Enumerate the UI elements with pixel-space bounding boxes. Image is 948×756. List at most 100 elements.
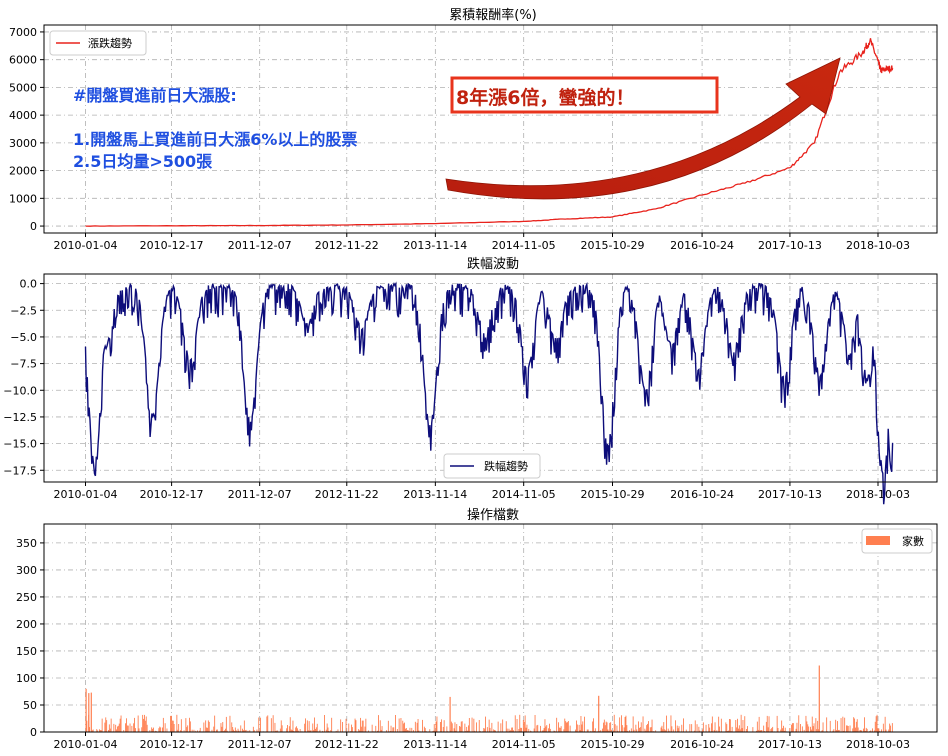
- bar: [838, 729, 840, 732]
- bar: [545, 726, 547, 732]
- bar: [134, 717, 135, 732]
- bar: [586, 729, 588, 732]
- bar: [100, 730, 102, 732]
- bar: [877, 728, 879, 732]
- bar: [756, 721, 758, 732]
- bar: [365, 718, 367, 732]
- bar: [267, 715, 269, 732]
- bar: [540, 725, 541, 732]
- bar: [224, 730, 225, 732]
- bar: [392, 727, 394, 732]
- bar: [205, 720, 207, 732]
- bar: [582, 721, 584, 732]
- y-tick-label: 0: [30, 220, 37, 233]
- bar: [471, 717, 473, 732]
- bar: [564, 718, 566, 732]
- bar: [213, 726, 215, 732]
- bar: [729, 719, 731, 732]
- bar: [296, 726, 297, 732]
- bar: [327, 727, 329, 732]
- y-tick-label: 250: [16, 591, 37, 604]
- bar: [644, 728, 646, 732]
- bar: [511, 727, 513, 732]
- bar: [245, 729, 247, 732]
- bar: [738, 728, 739, 732]
- bar: [183, 730, 185, 732]
- bar: [623, 727, 625, 732]
- bar: [450, 721, 452, 732]
- bar: [206, 727, 207, 732]
- bar: [759, 730, 761, 732]
- bar: [873, 730, 875, 732]
- bar: [533, 728, 535, 732]
- bar: [549, 723, 550, 732]
- bar: [180, 719, 182, 732]
- annotation-rule-2: 2.5日均量>500張: [73, 152, 213, 171]
- x-tick-label: 2017-10-13: [758, 738, 822, 751]
- bar: [821, 730, 823, 732]
- bar: [288, 726, 290, 732]
- plot-frame-1: [43, 24, 938, 234]
- bar: [716, 730, 718, 732]
- bar: [605, 721, 607, 732]
- bar: [312, 723, 314, 732]
- bar: [579, 730, 581, 732]
- bar: [683, 718, 684, 732]
- bar: [89, 727, 90, 732]
- bar: [720, 718, 722, 732]
- bar: [395, 715, 396, 732]
- bar: [279, 728, 281, 732]
- bar: [666, 715, 667, 732]
- bar: [180, 730, 181, 732]
- bar: [434, 730, 436, 732]
- bar: [752, 727, 754, 732]
- bar: [441, 719, 442, 732]
- bar: [340, 719, 342, 732]
- bar: [604, 725, 606, 732]
- bar: [260, 717, 261, 732]
- y-tick-label: 5000: [9, 81, 37, 94]
- bar: [195, 730, 197, 732]
- bar: [104, 722, 106, 732]
- x-tick-label: 2010-12-17: [140, 239, 204, 252]
- bar: [725, 722, 727, 732]
- bar: [240, 725, 242, 732]
- bar: [729, 719, 730, 732]
- bar: [875, 716, 877, 732]
- bar: [234, 727, 236, 732]
- bar: [308, 721, 310, 732]
- bar: [398, 718, 400, 732]
- bar: [842, 716, 844, 732]
- bar: [116, 729, 117, 732]
- bar: [844, 717, 846, 732]
- bar: [817, 720, 819, 732]
- bar: [86, 720, 88, 732]
- bar: [208, 721, 210, 732]
- bar: [693, 730, 695, 732]
- bar: [741, 728, 743, 732]
- x-tick-label: 2018-10-03: [846, 738, 910, 751]
- x-tick-label: 2011-12-07: [228, 239, 292, 252]
- bar: [468, 725, 469, 732]
- x-tick-label: 2010-12-17: [140, 738, 204, 751]
- bar: [694, 720, 696, 732]
- bar: [689, 724, 691, 732]
- y-tick-label: 0: [30, 726, 37, 739]
- bar: [639, 727, 641, 732]
- bar: [404, 722, 405, 732]
- chart-title-1: 累積報酬率(%): [449, 7, 537, 23]
- bar: [780, 729, 782, 732]
- bar: [808, 726, 810, 732]
- bar: [855, 721, 857, 732]
- panel-drawdown: 跌幅波動 0.0 −2.5 −5.0 −7.5 −10.0 −12.5 −15.0 −17.5…: [3, 256, 938, 505]
- bar: [606, 722, 608, 732]
- bar: [361, 720, 363, 732]
- bar: [360, 717, 361, 732]
- bar: [133, 723, 135, 732]
- y-tick-label: 350: [16, 537, 37, 550]
- bar: [232, 727, 234, 732]
- y-tick-label: 3000: [9, 137, 37, 150]
- bar: [162, 717, 164, 732]
- bar: [534, 715, 536, 732]
- bar: [524, 715, 526, 732]
